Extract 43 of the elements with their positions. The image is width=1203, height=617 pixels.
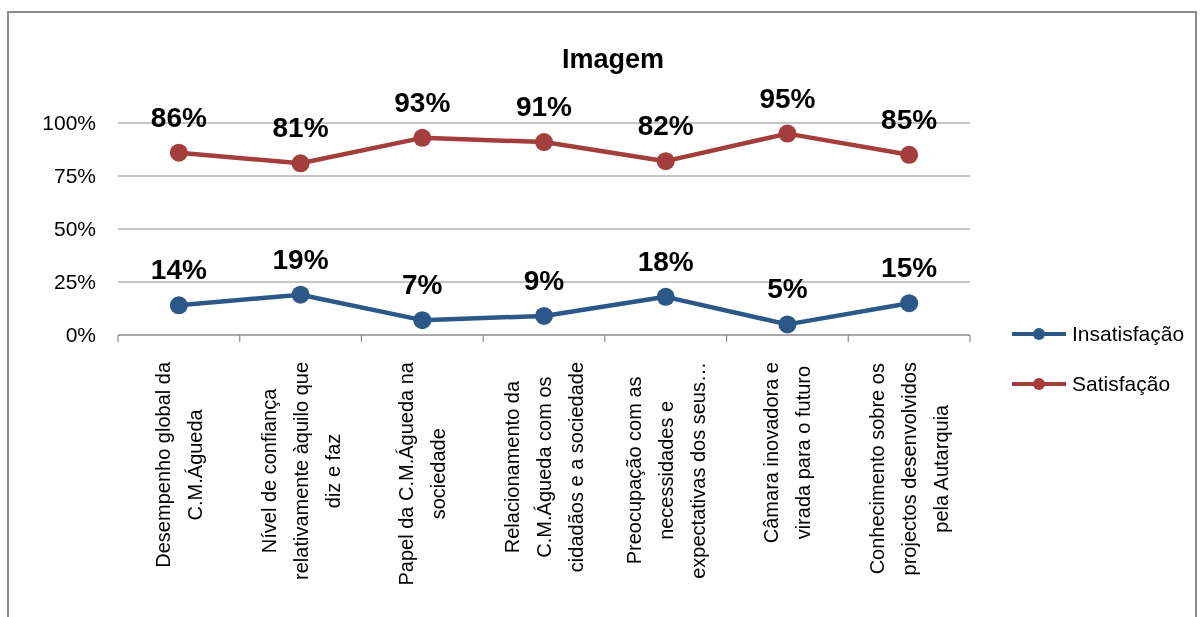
point — [656, 287, 675, 306]
y-tick-label: 100% — [42, 111, 96, 135]
y-tick-label: 75% — [53, 164, 96, 188]
x-tick-label: Desempenho global da C.M.Águeda — [151, 361, 206, 568]
data-label: 86% — [150, 101, 207, 133]
point — [900, 145, 919, 164]
y-tick-label: 0% — [65, 323, 96, 347]
data-label: 82% — [637, 110, 694, 142]
x-tick-label: Conhecimento sobre os projectos desenvolvidos pela Autarquia — [866, 361, 953, 576]
data-label: 19% — [272, 243, 329, 275]
legend-label: Satisfação — [1072, 372, 1171, 396]
point — [535, 133, 553, 152]
point — [535, 306, 553, 325]
data-label: 7% — [402, 269, 443, 301]
point — [778, 124, 797, 143]
x-tick-label: Papel da C.M.Águeda na sociedade — [395, 361, 450, 586]
x-tick-label: Preocupação com as necessidades e expectativas dos seus… — [622, 362, 709, 579]
data-label: 15% — [881, 252, 938, 284]
point — [778, 315, 797, 334]
point — [169, 296, 188, 315]
data-label: 81% — [272, 112, 329, 144]
data-label: 93% — [394, 86, 451, 118]
legend-label: Insatisfação — [1072, 322, 1185, 346]
point — [900, 294, 919, 313]
x-tick-label: Relacionamento da C.M.Águeda com os cidadãos e a sociedade — [501, 362, 587, 573]
data-label: 91% — [515, 91, 573, 123]
y-tick-label: 50% — [53, 217, 96, 241]
data-label: 95% — [759, 82, 816, 114]
point — [656, 152, 675, 171]
data-label: 9% — [523, 264, 565, 296]
x-tick-label: Câmara inovadora e virada para o futuro — [760, 362, 815, 544]
data-label: 85% — [881, 103, 938, 135]
data-label: 14% — [150, 254, 207, 286]
x-tick-label: Nível de confiança relativamente àquilo que diz e faz — [257, 362, 344, 580]
y-tick-label: 25% — [53, 270, 96, 294]
chart-title: Imagem — [561, 44, 665, 74]
point — [413, 128, 432, 147]
point — [291, 154, 310, 173]
data-label: 5% — [767, 273, 808, 305]
point — [413, 311, 432, 330]
point — [169, 143, 188, 162]
data-label: 18% — [637, 245, 694, 277]
point — [291, 285, 310, 304]
